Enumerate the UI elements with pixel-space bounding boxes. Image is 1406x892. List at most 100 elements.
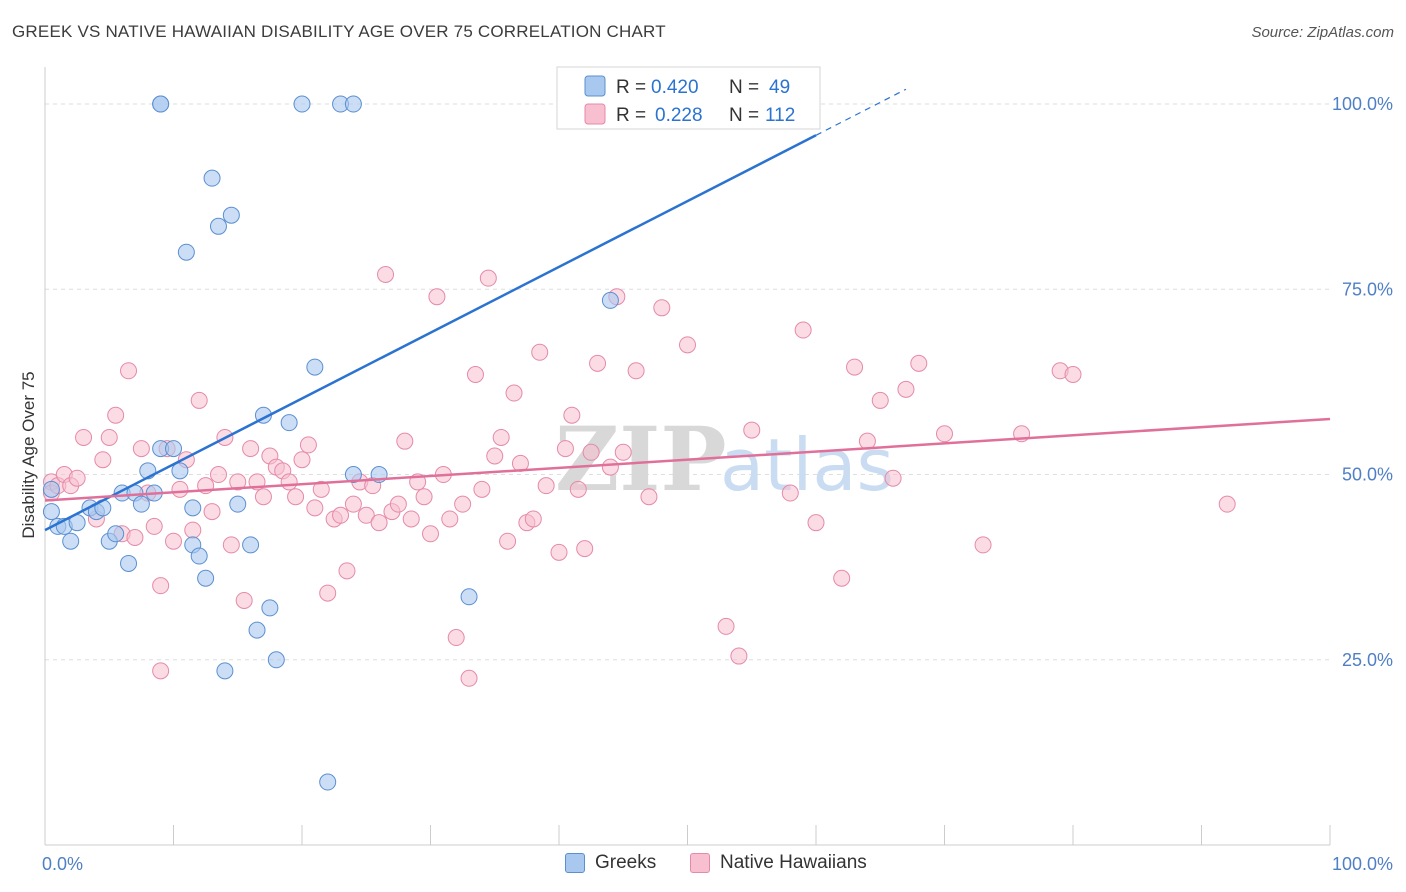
native-hawaiians-point xyxy=(897,380,915,398)
native-hawaiians-point xyxy=(531,343,549,361)
legend-n-value-2: 112 xyxy=(765,105,795,126)
native-hawaiians-point xyxy=(601,458,619,476)
native-hawaiians-point xyxy=(370,514,388,532)
greeks-points xyxy=(42,95,722,791)
greeks-point xyxy=(319,773,337,791)
greeks-point xyxy=(120,554,138,572)
native-hawaiians-point xyxy=(871,391,889,409)
source-label: Source: ZipAtlas.com xyxy=(1251,24,1394,41)
native-hawaiians-point xyxy=(576,540,594,558)
native-hawaiians-point xyxy=(100,428,118,446)
native-hawaiians-point xyxy=(242,440,260,458)
greeks-point xyxy=(344,466,362,484)
legend-r-label-2: R = xyxy=(616,105,646,126)
native-hawaiians-point xyxy=(209,466,227,484)
y-tick-label: 25.0% xyxy=(1342,650,1393,670)
greeks-trend-line xyxy=(44,134,817,532)
native-hawaiians-point xyxy=(145,517,163,535)
greeks-point xyxy=(267,651,285,669)
native-hawaiians-point xyxy=(344,495,362,513)
trend-lines xyxy=(44,88,1331,532)
stats-legend: R = 0.420 N = 49 R = 0.228 N = 112 xyxy=(556,66,821,130)
x-tick-label: 0.0% xyxy=(42,854,83,874)
native-hawaiians-point xyxy=(338,562,356,580)
native-hawaiians-point xyxy=(332,506,350,524)
legend-label-native-hawaiians: Native Hawaiians xyxy=(720,852,867,873)
native-hawaiians-point xyxy=(730,647,748,665)
native-hawaiians-point xyxy=(447,629,465,647)
greeks-trend-extension xyxy=(815,88,907,136)
native-hawaiians-point xyxy=(1064,365,1082,383)
greeks-point xyxy=(222,206,240,224)
native-hawaiians-point xyxy=(505,384,523,402)
y-axis-label: Disability Age Over 75 xyxy=(19,371,38,538)
native-hawaiians-point xyxy=(422,525,439,543)
greeks-point xyxy=(197,569,215,587)
greeks-point xyxy=(306,358,324,376)
greeks-point xyxy=(203,169,221,187)
native-hawaiians-point xyxy=(377,265,395,283)
native-hawaiians-trend-line xyxy=(44,417,1331,502)
greeks-point xyxy=(344,95,362,113)
native-hawaiians-point xyxy=(640,488,658,506)
legend-r-label-1: R = xyxy=(616,77,646,98)
greeks-point xyxy=(171,462,189,480)
legend-n-value-1: 49 xyxy=(769,77,790,98)
series-legend: Greeks Native Hawaiians xyxy=(0,852,1406,878)
native-hawaiians-point xyxy=(653,299,671,317)
native-hawaiians-point xyxy=(556,440,574,458)
native-hawaiians-point xyxy=(479,269,497,287)
greeks-point xyxy=(165,440,182,458)
native-hawaiians-point xyxy=(152,662,170,680)
greeks-point xyxy=(280,414,298,432)
greeks-point xyxy=(152,95,170,113)
greeks-point xyxy=(42,480,60,498)
x-tick-label: 100.0% xyxy=(1332,854,1393,874)
native-hawaiians-point xyxy=(171,480,189,498)
legend-swatch-greeks xyxy=(565,853,585,873)
native-hawaiians-point xyxy=(152,577,170,595)
native-hawaiians-point xyxy=(203,503,221,521)
legend-n-label-1: N = xyxy=(729,77,759,98)
native-hawaiians-point xyxy=(974,536,992,554)
native-hawaiians-point xyxy=(190,391,208,409)
greeks-point xyxy=(248,621,266,639)
y-tick-label: 100.0% xyxy=(1332,94,1393,114)
greeks-point xyxy=(62,532,80,550)
greeks-point xyxy=(177,243,195,261)
native-hawaiians-point xyxy=(428,288,446,306)
y-tick-label: 75.0% xyxy=(1342,279,1393,299)
native-hawaiians-point xyxy=(396,432,414,450)
native-hawaiians-point xyxy=(627,362,645,380)
native-hawaiians-point xyxy=(107,406,125,424)
native-hawaiians-point xyxy=(299,436,317,454)
native-hawaiians-point xyxy=(833,569,851,587)
greeks-point xyxy=(107,525,125,543)
native-hawaiians-point xyxy=(466,365,484,383)
native-hawaiians-point xyxy=(293,451,311,469)
grid-lines xyxy=(45,103,1330,661)
greeks-point xyxy=(42,503,60,521)
legend-swatch-native-hawaiians xyxy=(584,103,606,125)
native-hawaiians-point xyxy=(781,484,799,502)
native-hawaiians-point xyxy=(550,543,568,561)
greeks-point xyxy=(190,547,208,565)
legend-r-value-1: 0.420 xyxy=(651,77,699,98)
chart-title: GREEK VS NATIVE HAWAIIAN DISABILITY AGE … xyxy=(12,22,666,41)
greeks-point xyxy=(261,599,279,617)
native-hawaiians-point xyxy=(357,506,375,524)
native-hawaiians-point xyxy=(614,443,632,461)
legend-n-label-2: N = xyxy=(729,105,759,126)
native-hawaiians-point xyxy=(389,495,407,513)
greeks-point xyxy=(601,291,619,309)
native-hawaiians-point xyxy=(492,428,510,446)
y-tick-label: 50.0% xyxy=(1342,465,1393,485)
native-hawaiians-point xyxy=(846,358,864,376)
native-hawaiians-point xyxy=(312,480,330,498)
native-hawaiians-point xyxy=(68,469,86,487)
axes xyxy=(44,67,1331,846)
greeks-point xyxy=(229,495,247,513)
legend-item-greeks: Greeks xyxy=(565,852,656,874)
native-hawaiians-point xyxy=(589,354,607,372)
